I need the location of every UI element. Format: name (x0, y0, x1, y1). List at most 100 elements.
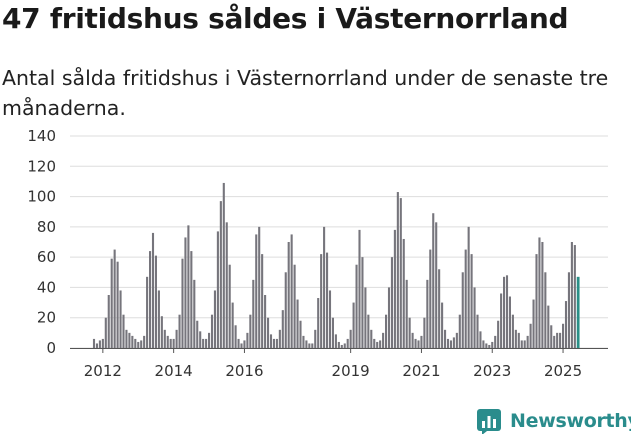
bar (547, 305, 550, 348)
bar (151, 232, 155, 348)
bar (175, 329, 178, 348)
bar (210, 314, 214, 348)
bar (219, 201, 222, 348)
bar (567, 272, 570, 348)
bar (113, 249, 116, 348)
bar (408, 317, 411, 348)
bar (255, 234, 258, 348)
x-tick-label: 2012 (84, 362, 122, 380)
bar (311, 343, 314, 348)
bar (514, 329, 517, 348)
bar (134, 338, 137, 348)
bar (387, 287, 391, 348)
bar (137, 341, 140, 348)
bar (423, 317, 426, 348)
y-tick-label: 120 (27, 157, 56, 175)
bar (544, 272, 547, 348)
brand-logo[interactable]: Newsworthy (476, 405, 631, 437)
bar (346, 338, 349, 348)
bar (131, 335, 134, 348)
bar (494, 335, 497, 348)
bar (116, 261, 119, 348)
bar (573, 245, 576, 348)
bar (334, 334, 337, 348)
bar (358, 229, 361, 348)
bar (184, 237, 187, 348)
bar (337, 341, 340, 348)
bar (562, 323, 565, 348)
bar (160, 316, 163, 348)
bar (367, 314, 370, 348)
bar (482, 340, 485, 348)
newsworthy-logo-icon (477, 409, 501, 434)
bar (538, 237, 541, 348)
bar (576, 276, 580, 348)
bar (541, 242, 544, 348)
bar (302, 335, 305, 348)
bar (523, 340, 526, 348)
bar (535, 254, 538, 348)
bar (92, 338, 96, 348)
bar (216, 231, 219, 348)
bar (452, 337, 455, 348)
bar (556, 332, 559, 348)
bar (187, 225, 190, 348)
bar (228, 264, 231, 348)
y-tick-label: 140 (27, 127, 56, 145)
bar (222, 182, 225, 348)
bar (258, 226, 261, 348)
bar (240, 343, 243, 348)
y-tick-label: 20 (37, 309, 56, 327)
bar (529, 323, 532, 348)
bar (128, 332, 131, 348)
bar (458, 314, 461, 348)
bar (275, 338, 278, 348)
bar (249, 314, 252, 348)
bar (559, 332, 562, 348)
bar (231, 302, 234, 348)
bar (488, 344, 491, 348)
bar (252, 279, 255, 348)
bar (497, 320, 500, 348)
bar (503, 276, 506, 348)
bar (446, 338, 450, 348)
bar (267, 317, 270, 348)
bar (376, 341, 379, 348)
bar (449, 340, 452, 348)
bar (264, 295, 267, 348)
bar (169, 338, 172, 348)
bar (352, 302, 355, 348)
bar (511, 314, 514, 348)
bar (500, 293, 503, 348)
bar (485, 343, 488, 348)
bar (526, 335, 529, 348)
bar (234, 325, 237, 348)
bar (110, 258, 113, 348)
bar (461, 272, 464, 348)
bar (520, 340, 523, 348)
bar (382, 332, 385, 348)
bar (476, 314, 479, 348)
bar (317, 298, 320, 348)
bar (143, 335, 146, 348)
bar (320, 254, 323, 348)
bar (296, 299, 299, 348)
bar (508, 296, 511, 348)
bar (308, 343, 311, 348)
bar (467, 226, 470, 348)
bar (396, 192, 399, 348)
bar (290, 234, 293, 348)
bar (331, 317, 334, 348)
bar (225, 222, 228, 348)
bar (429, 249, 432, 348)
bar (373, 338, 376, 348)
bar (417, 340, 420, 348)
bar (405, 279, 408, 348)
bar (293, 264, 296, 348)
bar (393, 229, 396, 348)
bar (420, 335, 423, 348)
bar (157, 290, 160, 348)
y-tick-label: 0 (46, 339, 56, 357)
bar (550, 325, 553, 348)
bar (166, 335, 169, 348)
